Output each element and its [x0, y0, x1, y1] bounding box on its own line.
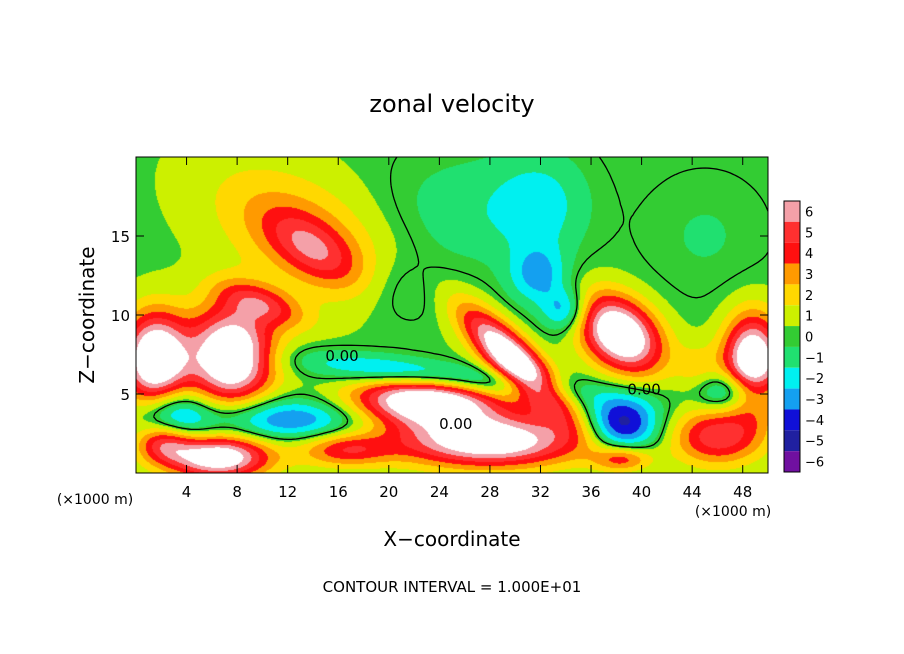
colorbar-label: 6 — [805, 205, 813, 220]
colorbar-label: 3 — [805, 268, 813, 283]
colorbar-label: −6 — [805, 456, 824, 471]
contour-interval-note: CONTOUR INTERVAL = 1.000E+01 — [323, 578, 582, 596]
plot-area: 0.00 0.00 0.00 — [135, 156, 769, 474]
colorbar-swatch — [784, 221, 800, 243]
x-tick-label: 44 — [683, 483, 702, 501]
colorbar-swatch — [784, 284, 800, 306]
x-tick-label: 28 — [480, 483, 499, 501]
colorbar-swatch — [784, 242, 800, 264]
x-axis: 4 8 12 16 20 24 28 32 36 40 44 48 — [182, 157, 752, 501]
colorbar-swatch — [784, 451, 800, 472]
contour-labels: 0.00 0.00 0.00 — [325, 347, 661, 433]
colorbar-swatch — [784, 326, 800, 347]
colorbar: 6 5 4 3 2 1 0 −1 −2 −3 −4 −5 −6 — [783, 200, 824, 473]
colorbar-swatch — [784, 201, 800, 222]
y-tick-label: 15 — [111, 228, 130, 246]
x-tick-label: 36 — [581, 483, 600, 501]
x-tick-label: 8 — [232, 483, 242, 501]
y-tick-label: 5 — [120, 386, 130, 404]
colorbar-swatch — [784, 430, 800, 452]
y-tick-label: 10 — [111, 307, 130, 325]
contour-label: 0.00 — [627, 380, 660, 398]
colorbar-label: 1 — [805, 310, 813, 325]
x-tick-label: 20 — [379, 483, 398, 501]
colorbar-label: 2 — [805, 289, 813, 304]
x-tick-label: 24 — [430, 483, 449, 501]
x-tick-label: 48 — [733, 483, 752, 501]
colorbar-swatch — [784, 367, 800, 389]
y-axis: 5 10 15 — [111, 228, 768, 404]
colorbar-label: 4 — [805, 247, 813, 262]
x-unit-label-left: (×1000 m) — [57, 492, 133, 508]
x-tick-label: 32 — [531, 483, 550, 501]
colorbar-label: −2 — [805, 372, 824, 387]
colorbar-label: −4 — [805, 414, 824, 429]
zero-contour — [152, 156, 769, 448]
y-axis-label: Z−coordinate — [75, 246, 99, 383]
chart-title: zonal velocity — [369, 90, 534, 118]
heatmap-field — [136, 157, 768, 473]
x-tick-label: 16 — [329, 483, 348, 501]
contour-lines — [152, 156, 769, 448]
x-tick-label: 40 — [632, 483, 651, 501]
colorbar-label: −3 — [805, 393, 824, 408]
colorbar-swatch — [784, 388, 800, 410]
x-unit-label-right: (×1000 m) — [695, 504, 771, 520]
colorbar-label: −1 — [805, 351, 824, 366]
x-tick-label: 4 — [182, 483, 192, 501]
x-axis-label: X−coordinate — [383, 527, 520, 551]
colorbar-swatch — [784, 346, 800, 368]
colorbar-label: 0 — [805, 331, 813, 346]
colorbar-label: 5 — [805, 226, 813, 241]
colorbar-swatch — [784, 263, 800, 285]
colorbar-label: −5 — [805, 435, 824, 450]
contour-label: 0.00 — [439, 415, 472, 433]
contour-label: 0.00 — [325, 347, 358, 365]
colorbar-frame — [783, 200, 801, 473]
x-tick-label: 12 — [278, 483, 297, 501]
colorbar-swatch — [784, 305, 800, 327]
colorbar-swatch — [784, 409, 800, 431]
